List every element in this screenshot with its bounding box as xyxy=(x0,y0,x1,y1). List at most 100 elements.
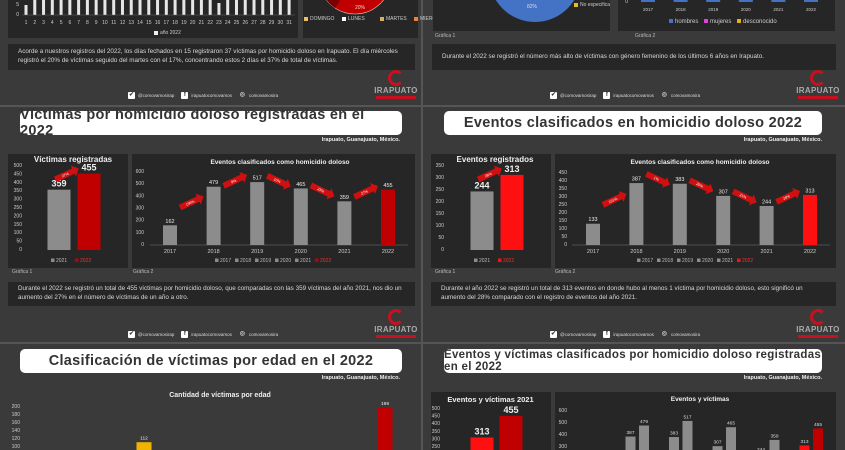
legend-label: mujeres xyxy=(710,19,732,25)
x-tick-label: 2018 xyxy=(676,7,687,12)
logo-tagline xyxy=(376,96,416,99)
x-tick-label: 16 xyxy=(155,20,161,26)
x-tick-label: 2019 xyxy=(674,249,686,255)
y-tick-label: 0 xyxy=(441,247,444,253)
legend-label: MARTES xyxy=(386,16,407,22)
facebook-icon[interactable]: f xyxy=(603,92,611,99)
facebook-handle[interactable]: irapuatocomovamos xyxy=(613,93,654,98)
x-tick-label: 2 xyxy=(33,20,36,26)
arrow-icon xyxy=(53,165,79,183)
instagram-handle[interactable]: comovamosira xyxy=(248,93,279,98)
day-bar xyxy=(94,0,98,15)
data-label: 455 xyxy=(383,183,392,189)
twitter-icon[interactable]: ✔ xyxy=(128,331,135,338)
twitter-icon[interactable]: ✔ xyxy=(550,92,557,99)
instagram-handle[interactable]: comovamosira xyxy=(670,332,701,337)
twitter-icon[interactable]: ✔ xyxy=(550,331,557,338)
facebook-icon[interactable]: f xyxy=(603,331,611,338)
facebook-icon[interactable]: f xyxy=(181,92,189,99)
chart-title: Eventos registrados xyxy=(456,155,534,164)
twitter-icon[interactable]: ✔ xyxy=(128,92,135,99)
y-tick-label: 0 xyxy=(19,247,22,253)
change-arrow: 191% xyxy=(601,191,627,208)
bar xyxy=(499,415,523,450)
data-label: 465 xyxy=(296,182,305,188)
data-label: 307 xyxy=(713,440,721,446)
legend-label: No especifica xyxy=(580,2,611,8)
x-tick-label: 2022 xyxy=(382,249,394,255)
facebook-handle[interactable]: irapuatocomovamos xyxy=(613,332,654,337)
legend-label: 2022 xyxy=(320,258,331,264)
instagram-icon[interactable]: ◎ xyxy=(661,92,667,98)
y-tick-label: 300 xyxy=(436,175,445,181)
bar xyxy=(500,174,524,250)
x-tick-label: 18 xyxy=(172,20,178,26)
y-tick-label: 100 xyxy=(559,226,568,232)
chart-title: Eventos clasificados como homicidio dolo… xyxy=(210,159,350,166)
day-bar xyxy=(217,3,221,15)
hombres-bar xyxy=(738,0,753,2)
arrow-icon xyxy=(731,188,757,206)
data-label: 313 xyxy=(474,426,489,436)
y-tick-label: 100 xyxy=(136,230,145,236)
x-tick-label: 28 xyxy=(260,20,266,26)
day-bar xyxy=(278,0,282,15)
y-tick-label: 600 xyxy=(136,169,145,175)
x-tick-label: 2018 xyxy=(207,249,219,255)
twitter-handle[interactable]: @comovamosirap xyxy=(138,332,175,337)
chart-panel xyxy=(555,154,836,268)
legend-swatch xyxy=(637,258,641,262)
data-label: 455 xyxy=(81,163,96,173)
x-tick-label: 12 xyxy=(120,20,126,26)
logo-icon xyxy=(388,70,404,86)
facebook-handle[interactable]: irapuatocomovamos xyxy=(191,332,232,337)
legend-swatch xyxy=(75,258,79,262)
change-label: 28% xyxy=(783,194,792,201)
irapuato-logo: IRAPUATO xyxy=(795,309,841,338)
facebook-handle[interactable]: irapuatocomovamos xyxy=(191,93,232,98)
bar xyxy=(769,439,780,450)
data-label: 517 xyxy=(253,176,262,182)
twitter-handle[interactable]: @comovamosirap xyxy=(560,332,597,337)
x-tick-label: 14 xyxy=(137,20,143,26)
logo-icon xyxy=(810,70,826,86)
legend-label: 2018 xyxy=(662,258,673,264)
logo-icon xyxy=(388,309,404,325)
x-tick-label: 4 xyxy=(51,20,54,26)
day-bar xyxy=(156,0,160,15)
y-tick-label: 300 xyxy=(432,436,441,442)
instagram-handle[interactable]: comovamosira xyxy=(248,332,279,337)
y-tick-label: 500 xyxy=(432,406,441,412)
x-tick-label: 2019 xyxy=(251,249,263,255)
instagram-icon[interactable]: ◎ xyxy=(239,92,245,98)
day-bar xyxy=(120,0,124,15)
y-tick-label: 600 xyxy=(559,408,568,414)
change-arrow: 8% xyxy=(222,172,248,189)
data-label: 307 xyxy=(719,189,728,195)
x-tick-label: 23 xyxy=(216,20,222,26)
chart-title: Víctimas registradas xyxy=(33,155,113,164)
day-bar xyxy=(129,0,133,15)
logo-icon xyxy=(810,309,826,325)
chart-title: Eventos clasificados como homicidio dolo… xyxy=(630,159,770,166)
x-tick-label: 11 xyxy=(111,20,116,26)
day-bar xyxy=(261,0,265,15)
y-tick-label: 500 xyxy=(14,163,23,169)
y-tick-label: 450 xyxy=(14,171,23,177)
x-tick-label: 3 xyxy=(42,20,45,26)
twitter-handle[interactable]: @comovamosirap xyxy=(560,93,597,98)
data-label: 244 xyxy=(474,180,489,190)
x-tick-label: 30 xyxy=(278,20,284,26)
instagram-icon[interactable]: ◎ xyxy=(661,331,667,337)
chart-panel xyxy=(555,392,836,450)
x-tick-label: 8 xyxy=(86,20,89,26)
instagram-handle[interactable]: comovamosira xyxy=(670,93,701,98)
change-arrow: 27% xyxy=(353,183,378,200)
change-label: 196% xyxy=(185,199,196,207)
legend-swatch xyxy=(235,258,239,262)
irapuato-logo: IRAPUATO xyxy=(373,309,419,338)
facebook-icon[interactable]: f xyxy=(181,331,189,338)
twitter-handle[interactable]: @comovamosirap xyxy=(138,93,175,98)
instagram-icon[interactable]: ◎ xyxy=(239,331,245,337)
